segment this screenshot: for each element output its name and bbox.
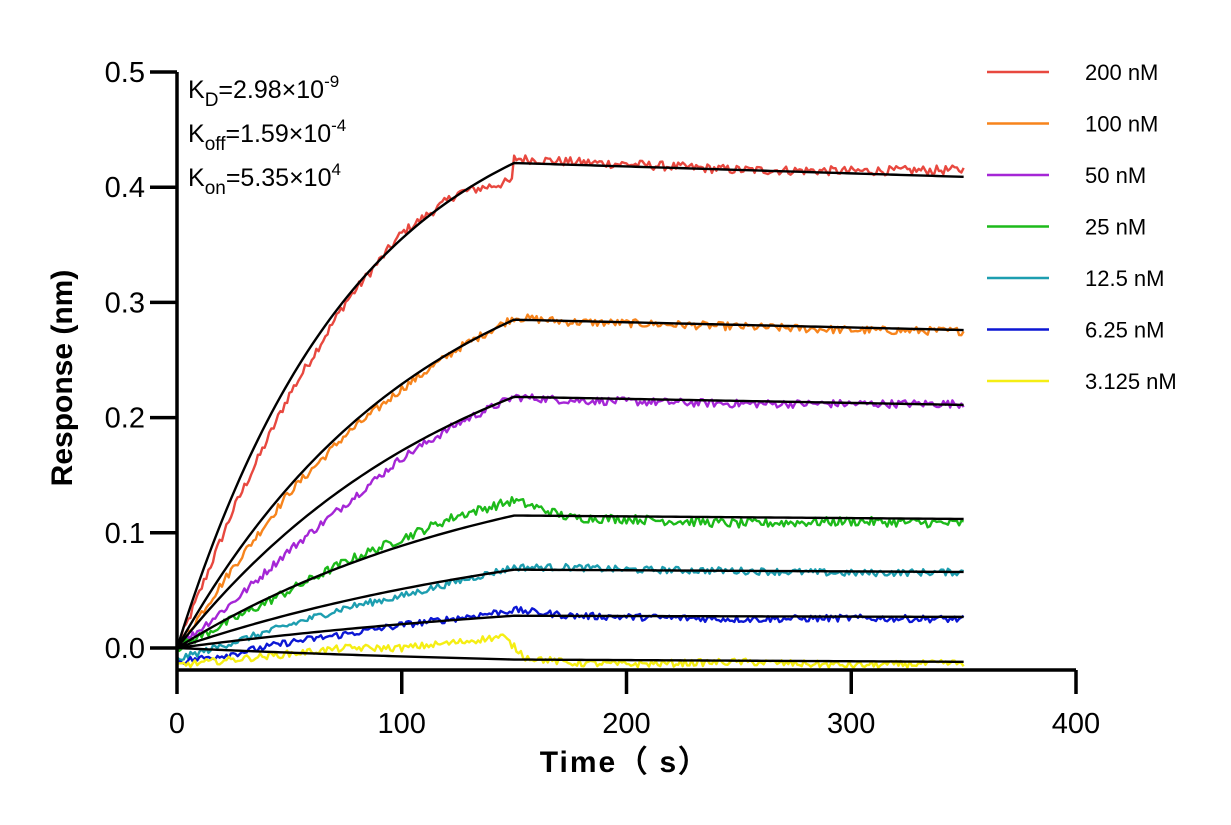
series-trace-6 — [176, 633, 965, 670]
y-axis-title: Response (nm) — [46, 270, 79, 487]
fit-curve-3 — [176, 514, 964, 650]
series-trace-1 — [176, 313, 965, 653]
x-tick-label-4: 400 — [1052, 708, 1100, 740]
curves-layer — [175, 154, 965, 670]
axes-layer: 0.0 0.1 0.2 0.3 0.4 0.5 0 100 200 300 400 — [105, 57, 1101, 740]
legend-layer: 200 nM 100 nM 50 nM 25 nM 12.5 nM 6.25 nM 3.12… — [987, 60, 1177, 394]
fit-curve-6 — [176, 646, 964, 664]
fit-curve-0 — [175, 161, 964, 649]
y-tick-label-3: 0.3 — [105, 287, 145, 319]
x-axis-title: Time（ s） — [540, 745, 711, 779]
koff-annotation: Koff=1.59×10-4 — [188, 116, 346, 155]
y-tick-label-0: 0.0 — [105, 633, 145, 665]
y-tick-label-4: 0.4 — [105, 172, 145, 204]
series-trace-0 — [176, 154, 965, 648]
legend-label-6: 3.125 nM — [1085, 369, 1177, 394]
fit-curve-4 — [176, 568, 964, 650]
fit-curve-5 — [176, 614, 964, 650]
legend-label-4: 12.5 nM — [1085, 266, 1165, 291]
x-tick-label-1: 100 — [378, 708, 426, 740]
legend-label-5: 6.25 nM — [1085, 318, 1165, 343]
fit-curve-2 — [176, 395, 964, 649]
legend-label-1: 100 nM — [1085, 112, 1158, 137]
x-tick-label-2: 200 — [602, 708, 650, 740]
kd-annotation: KD=2.98×10-9 — [188, 72, 339, 111]
y-tick-label-5: 0.5 — [105, 57, 145, 89]
legend-label-2: 50 nM — [1085, 163, 1146, 188]
x-tick-label-0: 0 — [169, 708, 185, 740]
legend-label-0: 200 nM — [1085, 60, 1158, 85]
y-tick-label-2: 0.2 — [105, 403, 145, 435]
fit-curve-1 — [175, 318, 964, 649]
kon-annotation: Kon=5.35×104 — [188, 160, 341, 199]
x-tick-label-3: 300 — [827, 708, 875, 740]
legend-label-3: 25 nM — [1085, 215, 1146, 240]
y-tick-label-1: 0.1 — [105, 518, 145, 550]
